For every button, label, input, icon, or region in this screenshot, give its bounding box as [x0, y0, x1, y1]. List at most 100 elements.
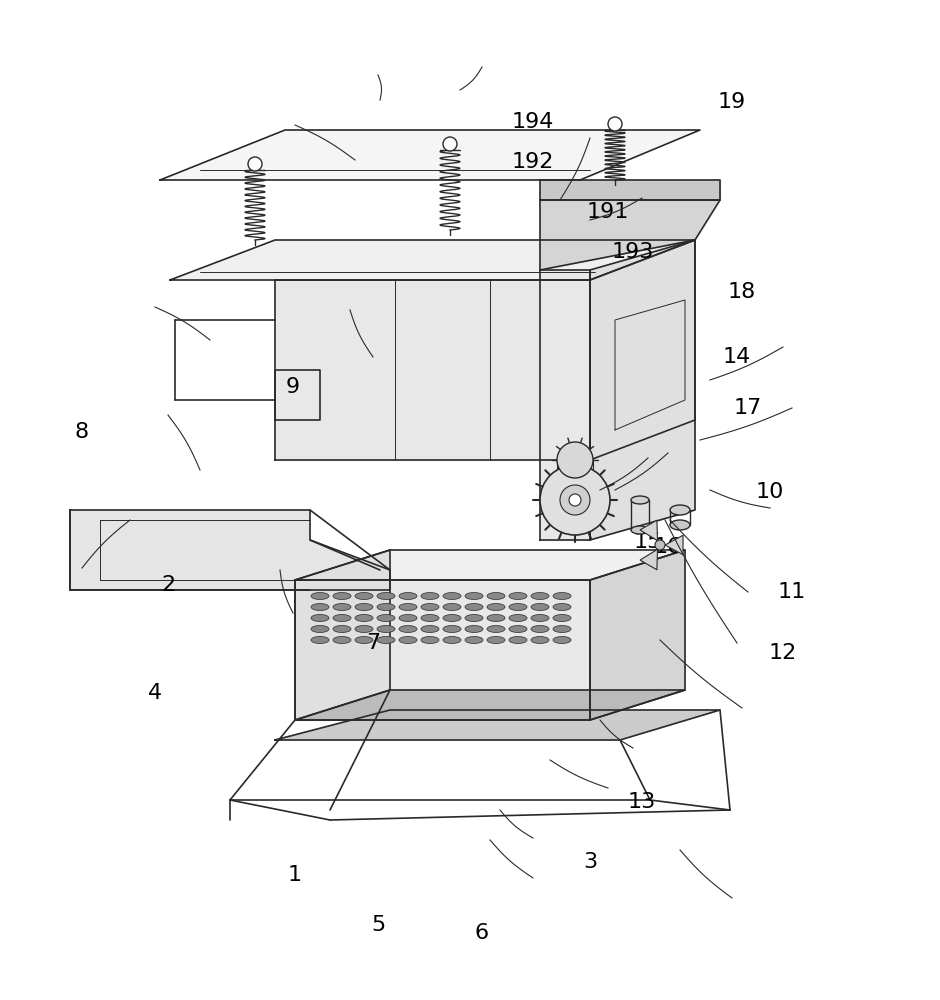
Circle shape [557, 442, 593, 478]
Ellipse shape [399, 603, 417, 610]
Ellipse shape [443, 592, 461, 599]
Ellipse shape [531, 603, 549, 610]
Ellipse shape [399, 626, 417, 633]
Circle shape [569, 494, 581, 506]
Text: 14: 14 [723, 347, 751, 367]
Polygon shape [640, 520, 657, 541]
Ellipse shape [311, 637, 329, 644]
Ellipse shape [355, 637, 373, 644]
Ellipse shape [465, 603, 483, 610]
Polygon shape [615, 300, 685, 430]
Ellipse shape [631, 496, 649, 504]
Ellipse shape [487, 592, 505, 599]
Ellipse shape [509, 614, 527, 621]
Ellipse shape [553, 626, 571, 633]
Text: 2: 2 [161, 575, 175, 595]
Ellipse shape [377, 626, 395, 633]
Ellipse shape [531, 626, 549, 633]
Ellipse shape [421, 614, 439, 621]
Circle shape [540, 465, 610, 535]
Text: 192: 192 [511, 152, 555, 172]
Ellipse shape [421, 592, 439, 599]
Ellipse shape [377, 603, 395, 610]
Ellipse shape [509, 592, 527, 599]
Polygon shape [295, 690, 685, 720]
Ellipse shape [443, 626, 461, 633]
Ellipse shape [553, 592, 571, 599]
Ellipse shape [509, 637, 527, 644]
Ellipse shape [670, 505, 690, 515]
Ellipse shape [531, 614, 549, 621]
Circle shape [248, 157, 262, 171]
Ellipse shape [311, 626, 329, 633]
Text: 13: 13 [628, 792, 656, 812]
Ellipse shape [377, 592, 395, 599]
Text: 15: 15 [634, 532, 662, 552]
Ellipse shape [465, 626, 483, 633]
Polygon shape [170, 240, 695, 280]
Ellipse shape [377, 637, 395, 644]
Ellipse shape [377, 614, 395, 621]
Ellipse shape [399, 614, 417, 621]
Text: 6: 6 [475, 923, 489, 943]
Polygon shape [275, 710, 720, 740]
Text: 7: 7 [366, 633, 380, 653]
Ellipse shape [631, 526, 649, 534]
Ellipse shape [311, 592, 329, 599]
Ellipse shape [355, 603, 373, 610]
Ellipse shape [670, 520, 690, 530]
Ellipse shape [421, 603, 439, 610]
Text: 3: 3 [583, 852, 597, 872]
Polygon shape [70, 510, 390, 590]
Text: 11: 11 [778, 582, 807, 602]
Text: 9: 9 [286, 377, 300, 397]
Ellipse shape [553, 614, 571, 621]
Ellipse shape [333, 637, 351, 644]
Text: 4: 4 [148, 683, 162, 703]
Ellipse shape [311, 614, 329, 621]
Text: 10: 10 [756, 482, 784, 502]
Polygon shape [540, 270, 590, 540]
Text: 193: 193 [612, 242, 654, 262]
Text: 194: 194 [511, 112, 555, 132]
Ellipse shape [553, 637, 571, 644]
Polygon shape [540, 200, 720, 270]
Ellipse shape [465, 592, 483, 599]
Ellipse shape [531, 592, 549, 599]
Ellipse shape [443, 603, 461, 610]
Ellipse shape [333, 592, 351, 599]
Circle shape [655, 540, 665, 550]
Text: 17: 17 [734, 398, 762, 418]
Circle shape [608, 117, 622, 131]
Ellipse shape [333, 614, 351, 621]
Ellipse shape [487, 614, 505, 621]
Ellipse shape [421, 626, 439, 633]
Text: 1: 1 [288, 865, 302, 885]
Polygon shape [640, 549, 657, 570]
Ellipse shape [333, 626, 351, 633]
Ellipse shape [399, 637, 417, 644]
Ellipse shape [553, 603, 571, 610]
Ellipse shape [465, 614, 483, 621]
Text: 16: 16 [654, 537, 682, 557]
Circle shape [560, 485, 590, 515]
Polygon shape [160, 130, 700, 180]
Ellipse shape [443, 614, 461, 621]
Circle shape [443, 137, 457, 151]
Polygon shape [295, 550, 390, 720]
Ellipse shape [443, 637, 461, 644]
Ellipse shape [421, 637, 439, 644]
Polygon shape [275, 280, 590, 460]
Polygon shape [590, 240, 695, 540]
Polygon shape [665, 535, 683, 555]
Ellipse shape [355, 614, 373, 621]
Text: 18: 18 [728, 282, 756, 302]
Text: 191: 191 [587, 202, 629, 222]
Ellipse shape [487, 626, 505, 633]
Text: 8: 8 [75, 422, 89, 442]
Ellipse shape [465, 637, 483, 644]
Polygon shape [590, 550, 685, 720]
Ellipse shape [531, 637, 549, 644]
Polygon shape [590, 240, 695, 460]
Ellipse shape [487, 637, 505, 644]
